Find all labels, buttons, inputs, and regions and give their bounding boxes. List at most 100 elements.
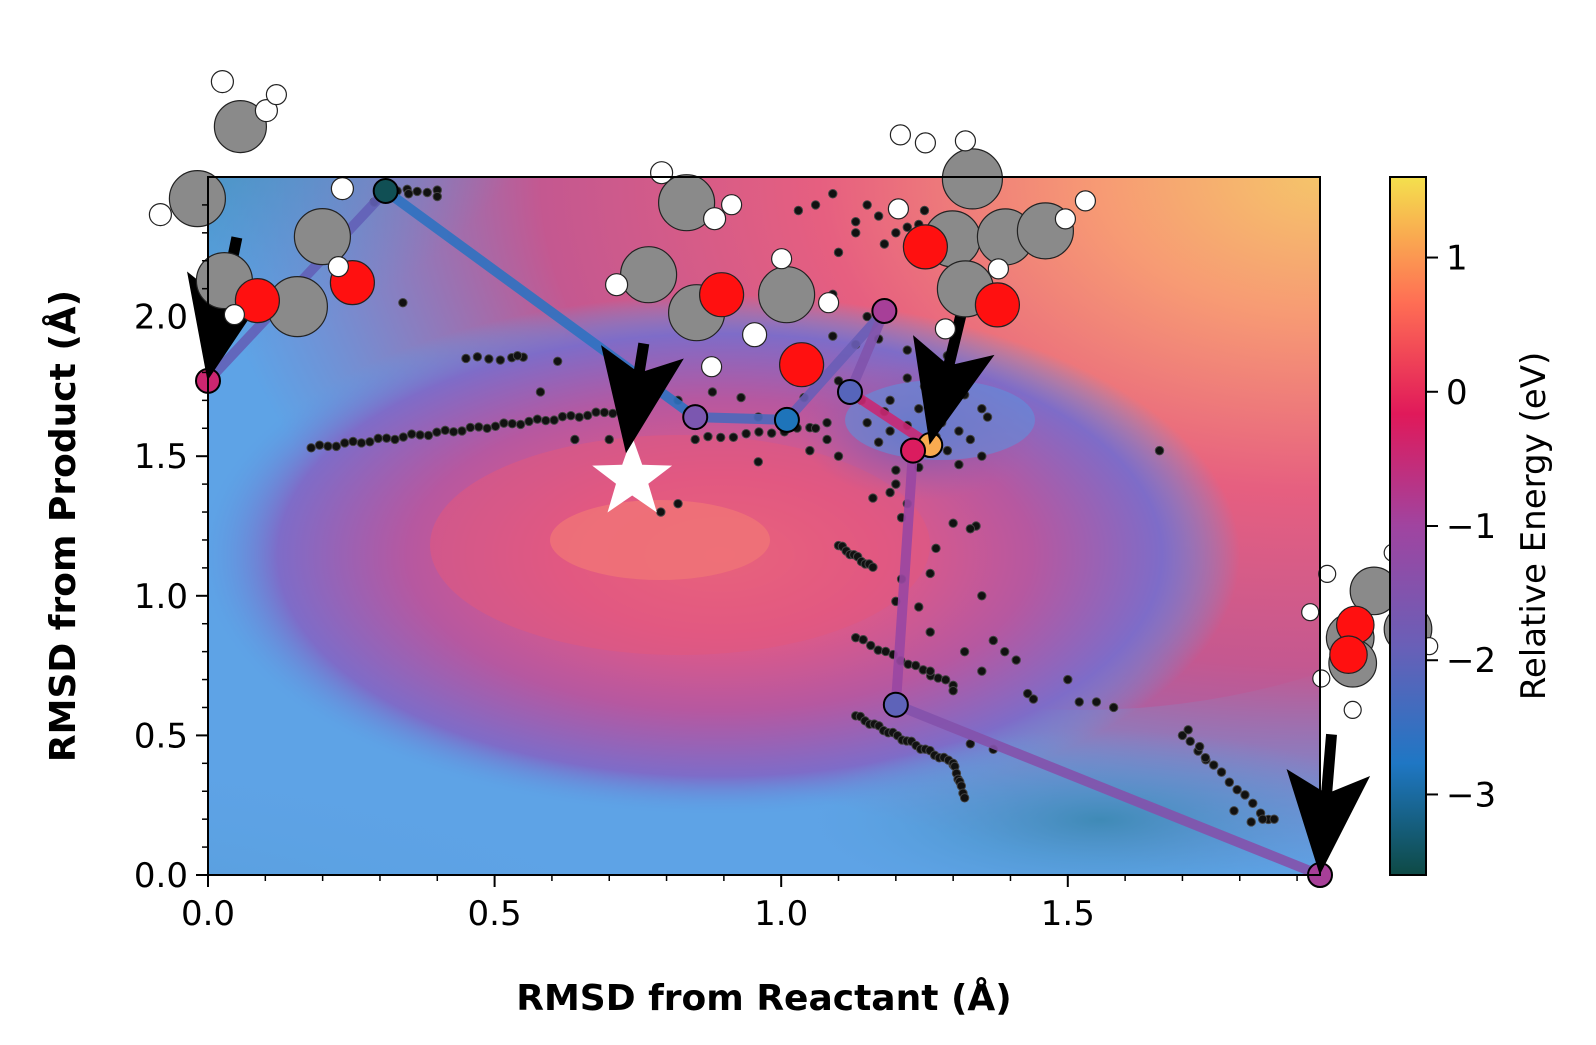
atom <box>902 224 949 270</box>
sample-point <box>690 434 700 445</box>
sample-point <box>306 443 316 453</box>
sample-point <box>942 445 953 456</box>
sample-point <box>1216 767 1227 777</box>
sample-point <box>673 498 683 509</box>
sample-point <box>1183 725 1193 735</box>
sample-point <box>879 239 890 249</box>
y-axis-label: RMSD from Product (Å) <box>42 290 84 762</box>
sample-point <box>331 441 342 452</box>
annotation-arrow <box>1286 733 1371 875</box>
energy-minimum-star <box>592 436 673 513</box>
sample-point <box>482 423 492 434</box>
sample-point <box>432 191 442 202</box>
path-segment <box>781 306 890 425</box>
sample-point <box>403 189 414 199</box>
sample-point <box>549 415 559 425</box>
sample-point <box>484 354 494 364</box>
path-node <box>682 404 709 431</box>
colorbar-tick-label: −2 <box>1446 641 1496 681</box>
atom <box>254 98 278 123</box>
colorbar-tick-label: −1 <box>1446 507 1496 547</box>
atom <box>757 266 816 324</box>
sample-point <box>1200 753 1211 763</box>
atom <box>741 322 768 348</box>
sample-point <box>805 445 815 456</box>
sample-point <box>822 434 832 445</box>
path-node <box>836 378 863 405</box>
atom <box>1074 190 1097 212</box>
y-tick-label: 0.5 <box>134 716 188 756</box>
atom <box>265 83 287 106</box>
sample-point <box>1224 777 1235 787</box>
sample-point <box>954 459 964 470</box>
atom <box>934 318 957 340</box>
atom <box>914 132 937 154</box>
sample-point <box>1269 814 1279 824</box>
sample-point <box>1194 741 1205 752</box>
sample-point <box>862 311 872 322</box>
colorbar-ticks: 1 0 −1 −2 −3 <box>1426 239 1496 815</box>
sample-point <box>822 417 832 428</box>
atom <box>293 208 351 266</box>
sample-point <box>862 417 872 428</box>
sample-point <box>885 487 895 498</box>
molecule-inset <box>604 161 840 388</box>
sample-point <box>1229 806 1239 816</box>
sample-point <box>873 211 884 221</box>
sample-point <box>314 440 325 450</box>
sample-point <box>828 331 838 341</box>
sample-point <box>1240 790 1250 800</box>
sample-point <box>1246 817 1256 827</box>
atom <box>987 258 1010 280</box>
sample-point <box>914 602 924 612</box>
y-tick-label: 0.0 <box>134 856 188 896</box>
sample-point <box>965 434 976 445</box>
atom <box>657 174 716 232</box>
sample-point <box>1257 814 1268 824</box>
atom <box>1329 635 1368 675</box>
sample-point <box>902 373 912 383</box>
sample-point <box>736 392 746 403</box>
sample-point <box>965 524 976 534</box>
atom <box>974 282 1021 328</box>
sample-point <box>707 387 718 397</box>
y-tick-label: 1.5 <box>134 437 188 477</box>
atom <box>778 342 825 388</box>
sample-point <box>591 407 601 417</box>
sample-point <box>810 423 821 433</box>
sample-point <box>604 434 614 445</box>
colorbar-tick-label: −3 <box>1446 775 1496 815</box>
annotation-arrow <box>601 342 684 454</box>
sample-point <box>858 634 868 645</box>
sample-point <box>891 479 901 489</box>
atom <box>698 272 745 318</box>
sample-point <box>1177 730 1188 741</box>
sample-point <box>793 205 804 216</box>
atom <box>1318 564 1337 584</box>
minimum-star-marker <box>592 436 673 513</box>
sample-point <box>1185 736 1195 747</box>
sample-point <box>1028 694 1039 704</box>
sample-point <box>885 426 895 436</box>
atom <box>148 203 172 227</box>
sample-point <box>339 438 350 448</box>
y-axis-ticks: 0.0 0.5 1.0 1.5 2.0 <box>134 204 208 896</box>
x-tick-label: 1.5 <box>1041 894 1095 934</box>
atom <box>210 69 234 94</box>
sample-point <box>398 432 409 442</box>
sample-point <box>532 414 543 424</box>
atom <box>649 161 674 185</box>
sample-point <box>457 426 467 436</box>
x-axis-ticks: 0.0 0.5 1.0 1.5 <box>181 875 1298 934</box>
sample-point <box>715 432 726 443</box>
sample-point <box>472 352 483 362</box>
sample-point <box>766 428 777 438</box>
sample-point <box>656 507 666 517</box>
sample-point <box>977 591 987 601</box>
sample-point <box>977 404 987 414</box>
y-tick-label: 2.0 <box>134 298 188 338</box>
sample-point <box>948 518 958 528</box>
path-segment <box>844 386 936 451</box>
sample-point <box>440 425 450 436</box>
